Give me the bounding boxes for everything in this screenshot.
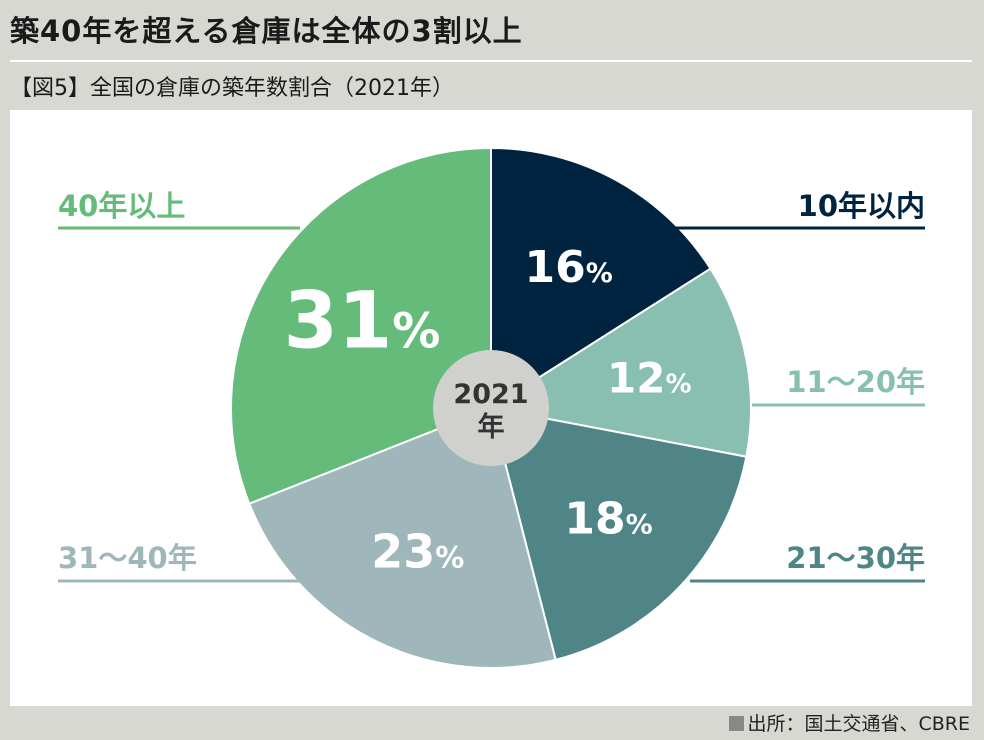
chart-panel: 16% 12% 18% 23% 31% 10年以内 11〜20年 21〜30年 31〜40年 4… — [10, 110, 972, 706]
pie-slice-3 — [489, 406, 748, 662]
value-label-4: 23% — [371, 525, 464, 579]
category-label-1: 10年以内 — [798, 189, 925, 223]
source-square-icon — [729, 716, 745, 731]
source-text: 出所：国土交通省、CBRE — [747, 713, 970, 735]
pie-chart: 16% 12% 18% 23% 31% 10年以内 11〜20年 21〜30年 31〜40年 4… — [58, 146, 925, 669]
value-label-3: 18% — [564, 494, 652, 545]
category-label-2: 11〜20年 — [786, 365, 925, 399]
chart-title: 【図5】全国の倉庫の築年数割合（2021年） — [10, 76, 454, 101]
value-label-5: 31% — [284, 277, 441, 367]
category-label-3: 21〜30年 — [786, 541, 925, 575]
pie-slice-1 — [490, 146, 712, 410]
pie-slice-2 — [488, 267, 752, 458]
center-circle — [433, 350, 549, 466]
value-label-2: 12% — [607, 354, 692, 403]
pie-slice-5 — [230, 146, 492, 506]
pie-slice-4 — [247, 406, 557, 669]
headline: 築40年を超える倉庫は全体の3割以上 — [10, 14, 523, 48]
value-label-1: 16% — [525, 242, 613, 293]
category-label-4: 31〜40年 — [58, 541, 197, 575]
center-label-unit: 年 — [478, 411, 505, 443]
source-note: 出所：国土交通省、CBRE — [729, 709, 970, 736]
pie-slices — [230, 146, 752, 669]
category-label-5: 40年以上 — [58, 189, 185, 223]
category-labels: 10年以内 11〜20年 21〜30年 31〜40年 40年以上 — [58, 189, 925, 575]
center-label-year: 2021 — [453, 379, 528, 410]
title-divider — [10, 60, 972, 62]
label-guides — [58, 226, 925, 583]
value-labels: 16% 12% 18% 23% 31% — [284, 242, 692, 579]
